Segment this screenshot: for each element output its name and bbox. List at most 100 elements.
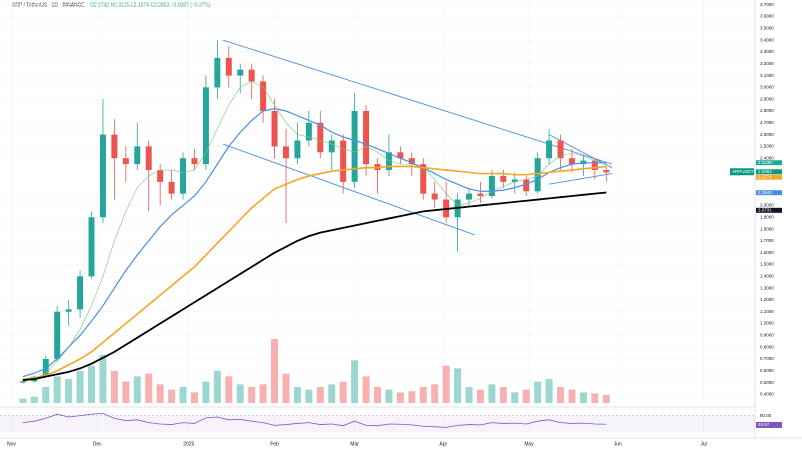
y-tick-label: 2.0000 [760,203,774,208]
candle-body [385,152,392,171]
candle-body [534,158,541,192]
ohlc-readout: O2.2742 H2.3125 L2.1674 C2.2853 +0.0087 … [90,2,211,8]
y-tick-label: 3.4000 [760,37,774,42]
candle-body [340,140,347,182]
x-tick-label: Jul [700,441,706,447]
y-tick-label: 2.8000 [760,108,774,113]
volume-bar [591,393,599,403]
price-badge-label: 2.0731 [758,208,772,213]
volume-bar [396,392,404,403]
x-tick-label: Mar [350,441,359,447]
candle-body [225,57,232,76]
volume-bar [225,376,233,403]
chart-title: XRP / TetherUS · 1D · BINANCE [12,2,85,8]
candle-body [603,170,610,173]
volume-bar [42,387,50,403]
candle-body [134,146,141,165]
volume-bar [442,365,450,403]
volume-bar [122,381,130,403]
y-tick-label: 1.6000 [760,250,774,255]
symbol-badge [730,168,754,176]
y-tick-label: 1.5000 [760,262,774,267]
y-tick-label: 2.4000 [760,155,774,160]
rsi-line [22,412,607,428]
candle-body [557,140,564,159]
candle-body [99,134,106,218]
candle-body [111,134,118,159]
moving-average [22,81,607,382]
volume-bar [408,391,416,403]
volume-bar [202,381,210,403]
price-badge [756,169,782,175]
y-tick-label: 0.5000 [760,380,774,385]
candle-body [54,311,61,359]
volume-bar [579,392,587,403]
x-tick-label: Dec [93,441,102,447]
volume-bar [454,368,462,403]
y-tick-label: 2.7000 [760,120,774,125]
volume-bar [282,373,290,403]
x-tick-label: Nov [7,441,16,447]
candle-body [466,193,473,200]
volume-bar [179,387,187,403]
volume-bar [557,387,565,403]
y-tick-label: 0.6000 [760,368,774,373]
volume-bar [465,387,473,403]
volume-bar [511,392,519,403]
y-tick-label: 2.6000 [760,132,774,137]
candle-body [523,179,530,192]
volume-bar [431,384,439,403]
volume-bar [522,389,530,403]
volume-bar [213,371,221,403]
volume-bar [419,387,427,403]
candle-body [168,181,175,194]
symbol-label: XRPUSDT [732,169,754,174]
volume-bar [545,379,553,403]
volume-bar [156,384,164,403]
candle-body [351,110,358,182]
candle-body [202,87,209,165]
rsi-badge [756,421,782,428]
trendline [549,173,613,185]
y-tick-label: 2.5000 [760,144,774,149]
y-tick-label: 0.9000 [760,333,774,338]
candle-body [157,170,164,182]
y-tick-label: 1.1000 [760,309,774,314]
volume-bar [328,384,336,403]
volume-bar [499,387,507,403]
candle-body [248,69,255,82]
volume-bar [30,396,38,403]
volume-bar [534,381,542,403]
volume-bar [236,384,244,403]
price-badge [756,190,782,196]
candle-body [305,122,312,141]
volume-bar [602,395,610,403]
volume-bar [385,389,393,403]
y-tick-label: 3.5000 [760,26,774,31]
price-badge-label: 2.2853 [758,169,772,174]
x-tick-label: Apr [439,441,447,447]
candle-body [237,69,244,76]
candle-body [328,140,335,153]
y-tick-label: 3.0000 [760,85,774,90]
price-badge [756,207,782,213]
candle-body [214,57,221,88]
x-tick-label: 2025 [183,441,194,447]
volume-bar [65,379,73,403]
y-tick-label: 2.9000 [760,96,774,101]
rsi-band [0,415,755,433]
moving-average [22,165,607,380]
volume-bar [374,387,381,403]
volume-bar [271,339,279,403]
x-tick-label: Jun [614,441,622,447]
candle-body [180,158,187,194]
price-badge-label: 2.3239 [758,160,772,165]
candle-body [317,122,324,153]
candle-body [363,110,370,165]
candle-body [282,146,289,159]
candle-body [591,160,598,171]
x-tick-label: May [524,441,534,447]
candle-body [294,140,301,159]
